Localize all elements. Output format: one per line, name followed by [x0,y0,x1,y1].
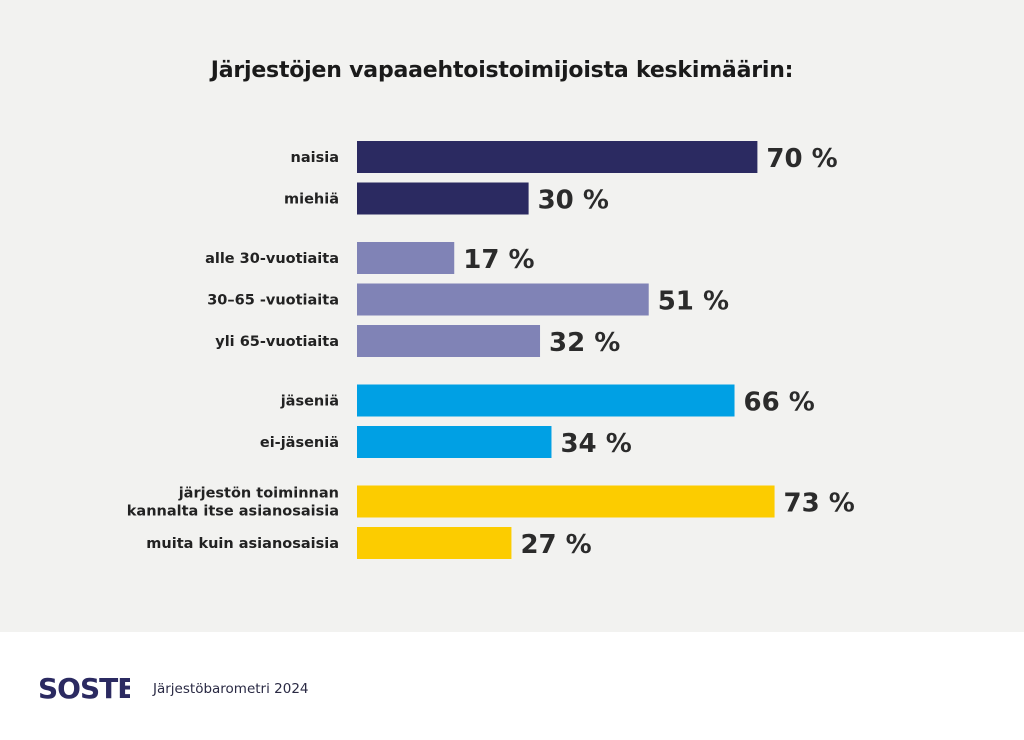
value-label: 32 % [549,328,620,358]
category-label: naisia [291,150,339,166]
category-label: järjestön toiminnan kannalta itse asianos… [127,486,339,520]
value-label: 70 % [766,144,837,174]
bar-chart: naisia 70 % miehiä 30 % alle 30-vuotiaita 17 … [127,141,855,560]
value-label: 17 % [463,245,534,275]
bar-2 [357,242,455,274]
bar-5 [357,384,735,417]
bar-6 [357,426,552,458]
source-label: Järjestöbarometri 2024 [153,681,309,697]
value-label: 34 % [560,429,631,459]
value-label: 51 % [658,287,729,317]
category-label: jäseniä [280,394,339,410]
bar-7 [357,485,775,518]
category-label: ei-jäseniä [260,435,339,451]
value-label: 66 % [744,388,815,418]
category-label: miehiä [284,192,339,208]
value-label: 30 % [538,186,609,216]
bar-3 [357,283,649,316]
bar-1 [357,182,529,215]
category-label: muita kuin asianosaisia [146,536,339,552]
value-label: 73 % [784,489,855,519]
soste-logo: SOSTE [38,674,130,702]
category-label: yli 65-vuotiaita [215,334,339,350]
chart-panel [0,0,1024,632]
category-label: alle 30-vuotiaita [205,251,339,267]
bar-0 [357,141,758,173]
bar-4 [357,325,541,357]
bar-8 [357,527,512,559]
svg-text:SOSTE: SOSTE [38,674,130,702]
category-label: 30–65 -vuotiaita [207,293,339,309]
chart-title: Järjestöjen vapaaehtoistoimijoista keski… [210,58,794,83]
footer [0,632,1024,740]
value-label: 27 % [520,530,591,560]
